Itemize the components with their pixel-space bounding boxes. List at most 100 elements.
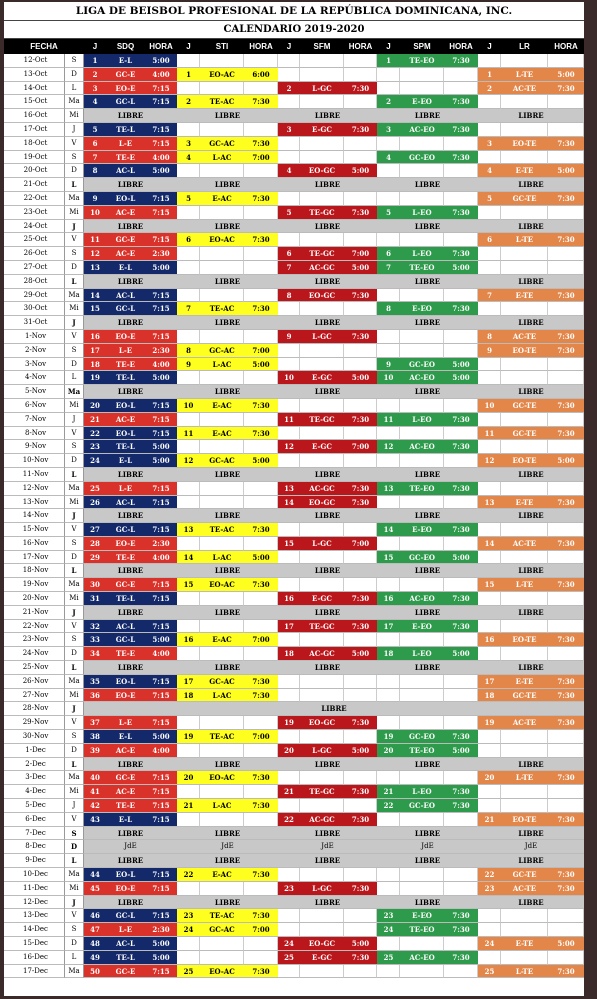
- date-cell: 23-Nov: [4, 633, 65, 648]
- table-row: 2-Dec L LIBRE LIBRE LIBRE LIBRE LIBRE: [4, 757, 584, 772]
- empty-cell: [478, 371, 501, 386]
- game-number-cell: 26: [84, 495, 106, 510]
- empty-cell: [501, 785, 548, 800]
- matchup-cell: EO-L: [106, 398, 145, 413]
- matchup-cell: AC-EO: [400, 592, 444, 606]
- game-number-cell: 17: [478, 674, 501, 689]
- matchup-cell: GC-AC: [200, 136, 244, 151]
- empty-cell: [377, 191, 400, 206]
- game-number-cell: 49: [84, 950, 106, 965]
- empty-cell: [300, 426, 344, 441]
- game-number-cell: 13: [177, 523, 200, 537]
- column-header: J: [84, 39, 106, 54]
- empty-cell: [244, 592, 278, 606]
- time-cell: 7:30: [548, 716, 584, 731]
- libre-cell: LIBRE: [478, 219, 584, 234]
- empty-cell: [300, 150, 344, 165]
- empty-cell: [300, 454, 344, 468]
- game-number-cell: 4: [377, 150, 400, 165]
- empty-cell: [377, 688, 400, 703]
- date-cell: 31-Oct: [4, 316, 65, 330]
- time-cell: 7:30: [444, 122, 478, 137]
- date-cell: 22-Nov: [4, 619, 65, 634]
- table-row: 7-Dec S LIBRE LIBRE LIBRE LIBRE LIBRE: [4, 826, 584, 841]
- matchup-cell: EO-TE: [501, 454, 548, 468]
- libre-cell: LIBRE: [478, 854, 584, 869]
- time-cell: 7:15: [145, 191, 177, 206]
- libre-cell: LIBRE: [177, 757, 278, 772]
- game-number-cell: 18: [177, 688, 200, 703]
- date-cell: 16-Oct: [4, 109, 65, 123]
- empty-cell: [244, 536, 278, 551]
- empty-cell: [548, 357, 584, 372]
- matchup-cell: GC-L: [106, 95, 145, 110]
- game-number-cell: 16: [177, 633, 200, 648]
- column-header: J: [177, 39, 200, 54]
- game-number-cell: 8: [84, 164, 106, 179]
- libre-cell: LIBRE: [278, 757, 377, 772]
- matchup-cell: GC-EO: [400, 357, 444, 372]
- weekday-cell: S: [65, 923, 84, 937]
- time-cell: 5:00: [444, 357, 478, 372]
- weekday-cell: V: [65, 716, 84, 731]
- time-cell: 7:30: [244, 799, 278, 813]
- column-header: LR: [501, 39, 548, 54]
- game-number-cell: 8: [377, 302, 400, 317]
- empty-cell: [278, 426, 300, 441]
- empty-cell: [501, 799, 548, 813]
- matchup-cell: L-AC: [200, 688, 244, 703]
- game-number-cell: 4: [84, 95, 106, 110]
- empty-cell: [244, 647, 278, 662]
- date-cell: 28-Oct: [4, 274, 65, 289]
- matchup-cell: GC-TE: [501, 191, 548, 206]
- empty-cell: [177, 536, 200, 551]
- matchup-cell: GC-E: [106, 233, 145, 248]
- time-cell: 6:00: [244, 67, 278, 82]
- column-header: FECHA: [4, 39, 84, 54]
- matchup-cell: TE-AC: [200, 523, 244, 537]
- date-cell: 6-Dec: [4, 812, 65, 827]
- game-number-cell: 27: [84, 523, 106, 537]
- empty-cell: [478, 592, 501, 606]
- matchup-cell: E-AC: [200, 633, 244, 648]
- time-cell: 7:30: [548, 688, 584, 703]
- empty-cell: [400, 771, 444, 786]
- table-row: 22-Nov V 32 AC-L 7:15 17 TE-GC 7:30 17 E-EO 7:30: [4, 619, 584, 634]
- libre-cell: LIBRE: [377, 564, 478, 579]
- empty-cell: [444, 964, 478, 979]
- matchup-cell: E-L: [106, 54, 145, 68]
- empty-cell: [278, 550, 300, 565]
- empty-cell: [177, 481, 200, 496]
- game-number-cell: 3: [84, 81, 106, 96]
- empty-cell: [400, 964, 444, 979]
- game-number-cell: 19: [177, 730, 200, 744]
- time-cell: 7:15: [145, 523, 177, 537]
- empty-cell: [278, 136, 300, 151]
- empty-cell: [501, 371, 548, 386]
- date-cell: 12-Dec: [4, 895, 65, 910]
- time-cell: 5:00: [145, 164, 177, 179]
- game-number-cell: 19: [84, 371, 106, 386]
- game-number-cell: 36: [84, 688, 106, 703]
- date-cell: 9-Nov: [4, 440, 65, 455]
- libre-cell: LIBRE: [177, 274, 278, 289]
- empty-cell: [200, 495, 244, 510]
- matchup-cell: TE-EO: [400, 260, 444, 275]
- empty-cell: [278, 771, 300, 786]
- empty-cell: [444, 81, 478, 96]
- empty-cell: [244, 950, 278, 965]
- time-cell: 7:15: [145, 288, 177, 303]
- matchup-cell: AC-TE: [501, 881, 548, 896]
- time-cell: 7:30: [344, 592, 377, 606]
- matchup-cell: AC-TE: [501, 716, 548, 731]
- time-cell: 7:30: [444, 440, 478, 455]
- empty-cell: [278, 150, 300, 165]
- empty-cell: [177, 81, 200, 96]
- game-number-cell: 5: [478, 191, 501, 206]
- empty-cell: [200, 950, 244, 965]
- table-row: 15-Dec D 48 AC-L 5:00 24 EO-GC 5:00 24 E-TE 5:00: [4, 937, 584, 951]
- game-number-cell: 22: [278, 812, 300, 827]
- empty-cell: [300, 674, 344, 689]
- empty-cell: [177, 54, 200, 68]
- empty-cell: [278, 799, 300, 813]
